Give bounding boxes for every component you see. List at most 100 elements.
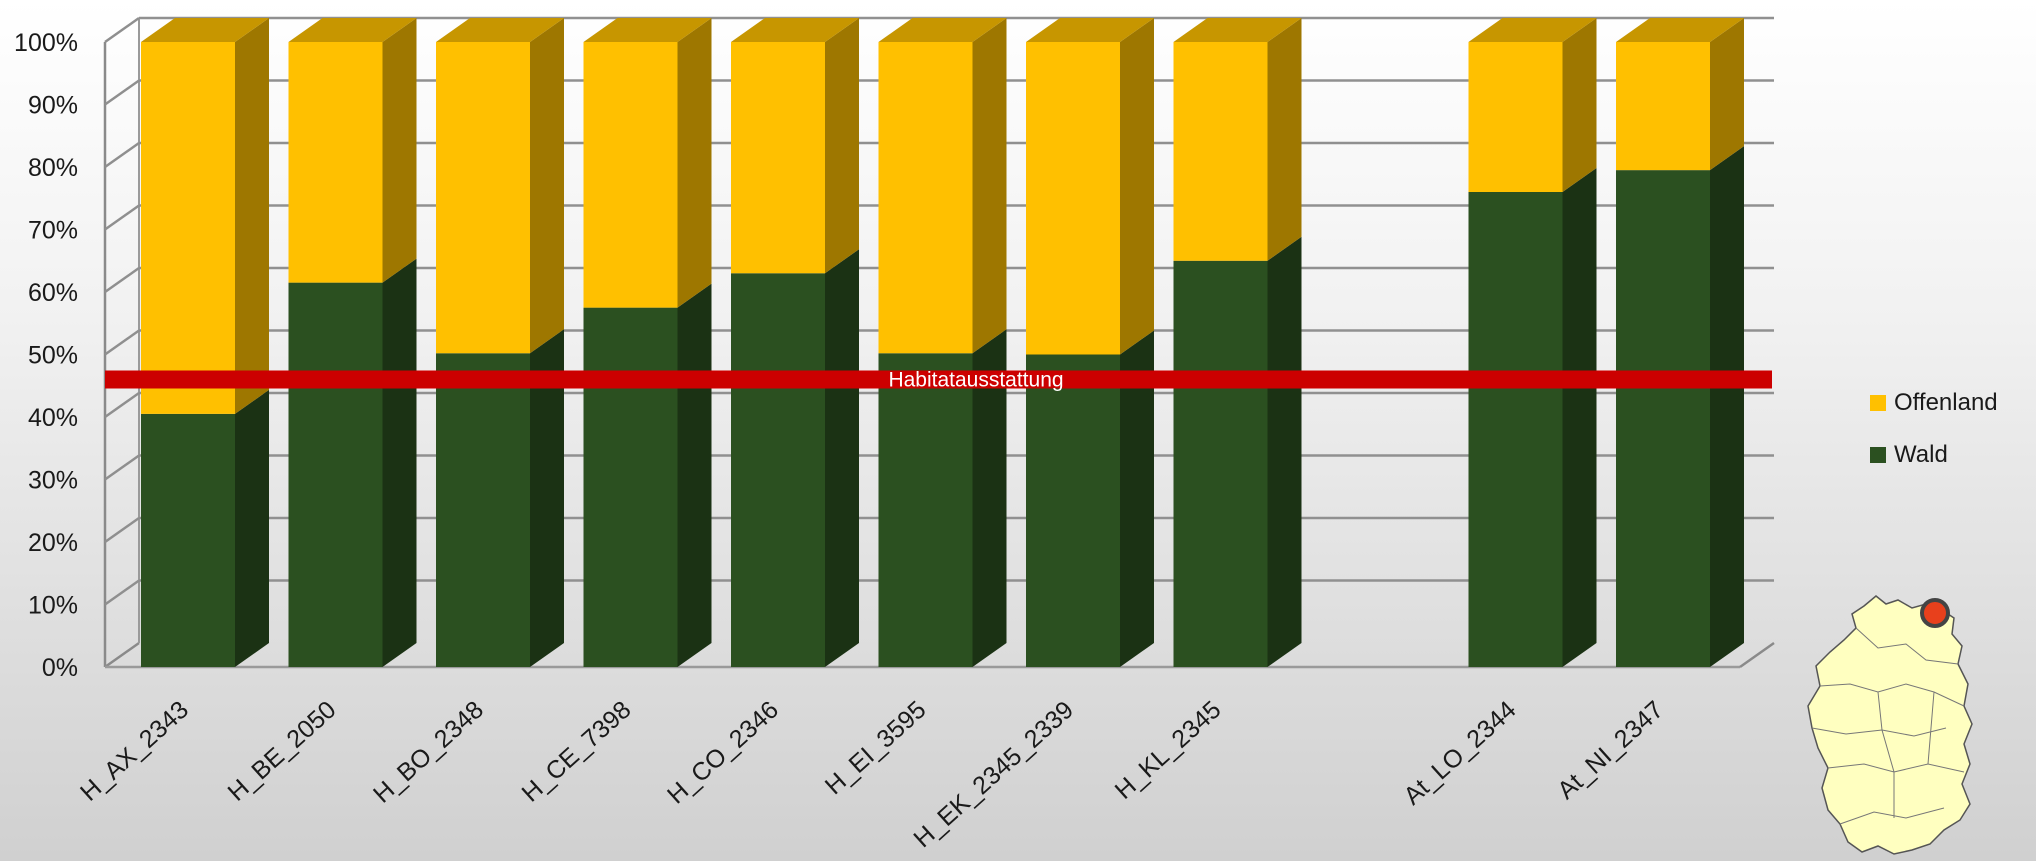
bar-stack [1468,18,1597,667]
bar-stack [141,18,269,667]
bar-side-offenland [530,18,564,354]
bar-offenland [878,42,973,354]
reference-line-label: Habitatausstattung [888,369,1063,392]
bar-side-wald [1562,168,1597,667]
bar-side-wald [825,249,859,667]
bar-stack [1616,18,1744,667]
bar-offenland [731,42,825,274]
legend-swatch-wald [1870,447,1886,463]
bar-offenland [436,42,530,354]
bar-offenland [1616,42,1710,171]
bar-side-wald [1710,146,1744,667]
bar-wald [1173,260,1268,667]
y-tick-label: 30% [28,467,78,495]
bar-offenland [1173,42,1268,261]
legend-item-offenland: Offenland [1870,388,1998,418]
y-tick-label: 0% [42,654,78,682]
gridline-diagonal [104,141,140,169]
gridline-diagonal [104,516,140,544]
gridline-diagonal [104,16,140,44]
bar-top-offenland [731,18,859,42]
bar-wald [731,273,825,667]
bar-offenland [583,42,678,308]
y-tick-label: 90% [28,92,78,120]
x-tick-label: H_CE_7398 [517,696,637,808]
bar-side-offenland [382,18,417,283]
x-axis-tick-labels: H_AX_2343 H_BE_2050 H_BO_2348 H_CE_7398 H_CO… [75,696,1669,854]
y-tick-label: 50% [28,342,78,370]
gridline-diagonal [104,579,140,606]
bar-stack [436,18,564,667]
y-tick-label: 80% [28,154,78,182]
bar-stack [288,18,417,667]
bar-side-offenland [1267,18,1302,261]
bar-offenland [1468,42,1563,192]
x-tick-label: H_BE_2050 [223,696,342,807]
bar-side-wald [677,283,712,667]
bar-side-offenland [1710,18,1744,171]
reference-line-bar [105,370,1772,389]
bar-side-wald [382,258,417,667]
gridline-diagonal [104,391,140,419]
reference-line: Habitatausstattung [105,369,1772,392]
legend: Offenland Wald [1870,388,1998,492]
bar-side-offenland [677,18,712,308]
gridline-diagonal [104,329,140,356]
bar-wald [1468,192,1563,667]
bar-wald [1026,354,1120,667]
bar-top-offenland [1468,18,1597,42]
bar-wald [583,307,678,667]
gridline-diagonal [104,204,140,231]
bar-side-wald [1120,330,1154,667]
x-tick-label: H_EK_2345_2339 [908,696,1079,854]
y-tick-label: 60% [28,279,78,307]
bar-side-wald [235,389,269,667]
bar-top-offenland [878,18,1007,42]
bar-offenland [288,42,383,283]
x-tick-label: H_BO_2348 [368,696,489,809]
x-tick-label: H_EI_3595 [820,696,932,801]
bar-wald [141,413,235,667]
bar-top-offenland [436,18,564,42]
x-tick-label: At_NI_2347 [1552,696,1669,805]
bar-wald [288,282,383,667]
y-tick-label: 100% [14,29,78,57]
bar-top-offenland [1026,18,1154,42]
bar-top-offenland [1173,18,1302,42]
bar-side-offenland [972,18,1007,354]
bar-side-offenland [825,18,859,274]
y-axis-tick-labels: 0% 10% 20% 30% 40% 50% 60% 70% 80% 90% 100% [14,29,78,682]
bar-side-offenland [235,18,269,414]
bar-stack [583,18,712,667]
bar-top-offenland [1616,18,1744,42]
x-tick-label: H_KL_2345 [1110,696,1227,805]
bar-side-wald [1267,236,1302,667]
bar-offenland [1026,42,1120,355]
bar-stack [1026,18,1154,667]
germany-map-icon [1807,595,1973,855]
bar-side-wald [972,329,1007,667]
y-tick-label: 40% [28,404,78,432]
gridline-diagonal [104,79,140,106]
floor-edge-right [1739,641,1775,669]
legend-label-offenland: Offenland [1894,389,1998,416]
bar-side-offenland [1120,18,1154,355]
bar-stack [878,18,1007,667]
bar-top-offenland [583,18,712,42]
bar-top-offenland [141,18,269,42]
bar-side-offenland [1562,18,1597,192]
y-tick-label: 20% [28,529,78,557]
legend-label-wald: Wald [1894,441,1948,468]
y-tick-label: 70% [28,217,78,245]
bars [141,18,1744,667]
legend-item-wald: Wald [1870,440,1998,470]
x-tick-label: At_LO_2344 [1398,696,1521,811]
bar-offenland [141,42,235,414]
legend-swatch-offenland [1870,395,1886,411]
bar-wald [1616,170,1710,667]
x-tick-label: H_CO_2346 [662,696,784,810]
floor-edge-left [104,641,140,669]
bar-side-wald [530,329,564,667]
gridline-diagonal [104,266,140,294]
